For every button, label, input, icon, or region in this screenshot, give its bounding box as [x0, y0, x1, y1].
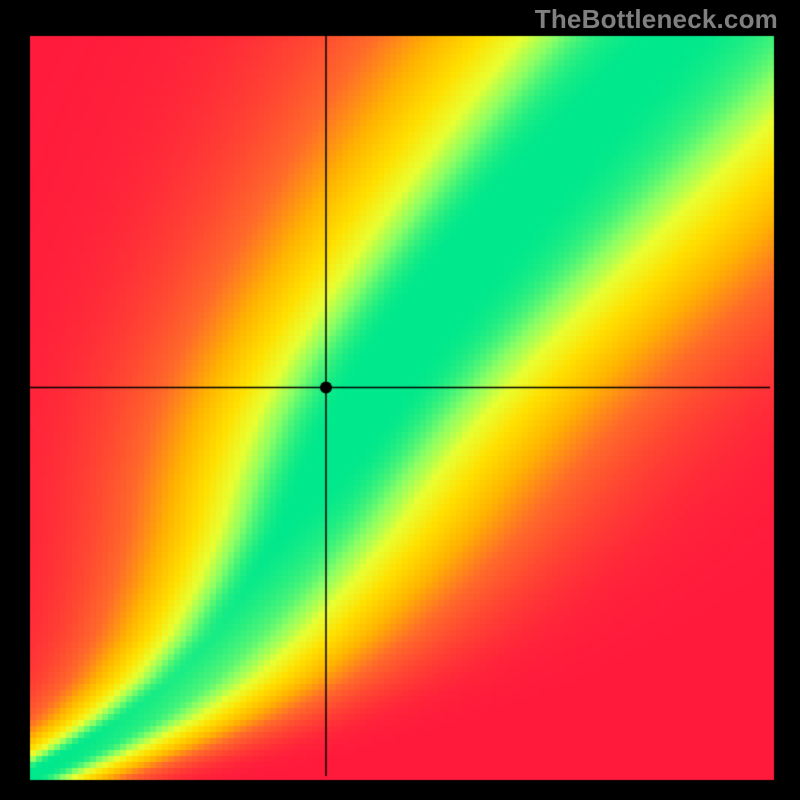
- chart-container: TheBottleneck.com: [0, 0, 800, 800]
- watermark-text: TheBottleneck.com: [535, 4, 778, 35]
- bottleneck-heatmap: [0, 0, 800, 800]
